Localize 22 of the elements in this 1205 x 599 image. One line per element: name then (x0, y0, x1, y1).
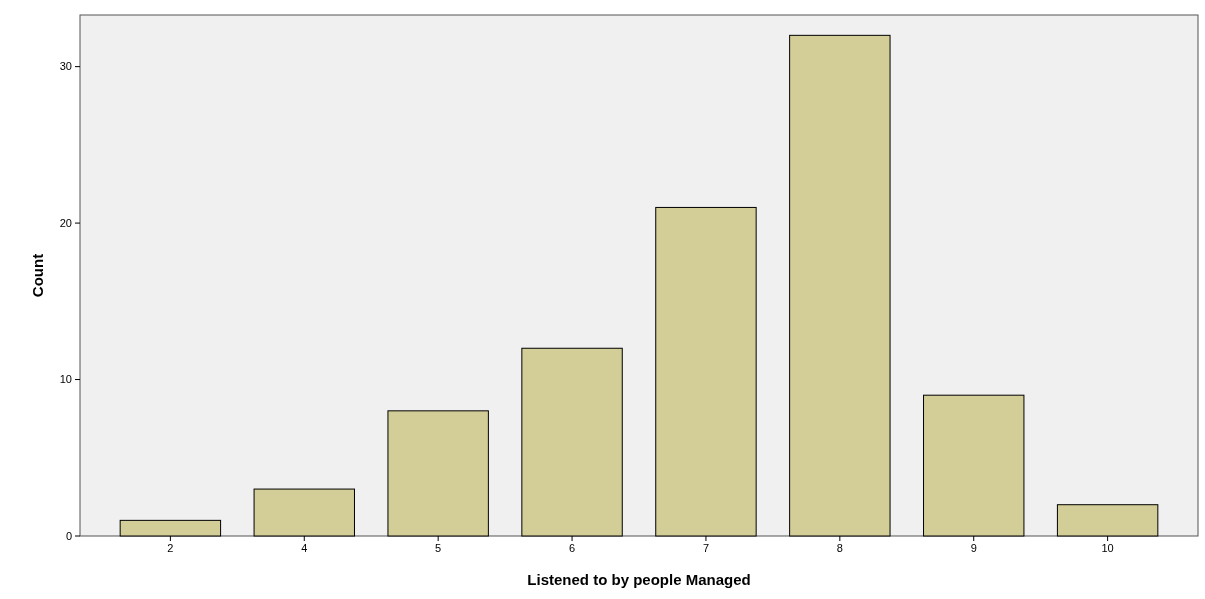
bar (387, 410, 489, 537)
x-tick-label: 10 (1101, 542, 1114, 554)
bar (923, 394, 1025, 537)
bar (119, 519, 222, 537)
y-axis-title: Count (29, 253, 46, 298)
bar (1056, 504, 1159, 537)
x-tick-label: 4 (301, 542, 308, 554)
x-tick-label: 7 (702, 542, 710, 554)
x-tick-label: 9 (970, 542, 977, 554)
bar (521, 347, 623, 537)
bar (253, 488, 355, 537)
bar (789, 34, 891, 537)
y-tick-label: 10 (59, 373, 72, 386)
x-axis-title: Listened to by people Managed (527, 571, 751, 588)
x-tick-label: 5 (435, 542, 442, 554)
y-tick-label: 0 (65, 529, 72, 542)
x-tick-label: 8 (836, 542, 843, 554)
x-tick-label: 2 (167, 542, 174, 554)
x-tick-label: 6 (568, 542, 576, 554)
bar (655, 206, 757, 537)
y-tick-label: 30 (59, 60, 72, 73)
y-tick-label: 20 (59, 216, 72, 229)
